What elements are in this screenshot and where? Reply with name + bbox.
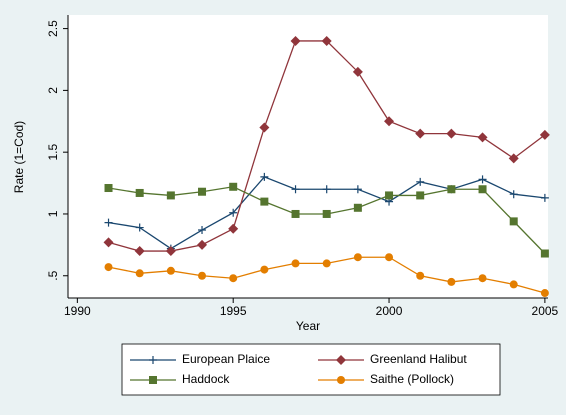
legend-marker bbox=[149, 356, 157, 364]
marker bbox=[198, 271, 207, 280]
marker bbox=[509, 217, 518, 226]
marker bbox=[198, 226, 207, 235]
marker bbox=[322, 259, 331, 268]
legend-label: Haddock bbox=[182, 372, 230, 386]
marker bbox=[229, 274, 238, 283]
marker bbox=[165, 246, 176, 257]
y-tick-label: 1.5 bbox=[46, 144, 60, 161]
marker bbox=[290, 35, 301, 46]
marker bbox=[229, 208, 238, 217]
x-tick-label: 1995 bbox=[220, 304, 247, 318]
y-tick-label: .5 bbox=[46, 270, 60, 280]
marker bbox=[447, 277, 456, 286]
marker bbox=[509, 190, 518, 199]
marker bbox=[260, 197, 269, 206]
marker bbox=[508, 153, 519, 164]
marker bbox=[260, 172, 269, 181]
marker bbox=[385, 253, 394, 262]
x-axis-label: Year bbox=[296, 319, 320, 333]
marker bbox=[540, 289, 549, 298]
marker bbox=[539, 129, 550, 140]
marker bbox=[260, 265, 269, 274]
marker bbox=[291, 185, 300, 194]
x-tick-label: 2005 bbox=[532, 304, 559, 318]
x-tick-label: 1990 bbox=[64, 304, 91, 318]
y-tick-label: 2 bbox=[46, 87, 60, 94]
legend-label: European Plaice bbox=[182, 352, 270, 366]
marker bbox=[447, 185, 456, 194]
marker bbox=[540, 193, 549, 202]
marker bbox=[103, 237, 114, 248]
y-tick-label: 1 bbox=[46, 210, 60, 217]
legend-marker bbox=[336, 355, 346, 365]
marker bbox=[353, 253, 362, 262]
marker bbox=[197, 239, 208, 250]
marker bbox=[135, 223, 144, 232]
marker bbox=[166, 191, 175, 200]
marker bbox=[291, 259, 300, 268]
marker bbox=[540, 249, 549, 258]
legend-marker bbox=[337, 376, 345, 384]
marker bbox=[353, 185, 362, 194]
legend-label: Saithe (Pollock) bbox=[370, 372, 454, 386]
marker bbox=[135, 269, 144, 278]
marker bbox=[415, 128, 426, 139]
y-axis-label: Rate (1=Cod) bbox=[12, 121, 26, 193]
marker bbox=[478, 175, 487, 184]
marker bbox=[384, 116, 395, 127]
marker bbox=[322, 209, 331, 218]
marker bbox=[352, 66, 363, 77]
marker bbox=[228, 223, 239, 234]
marker bbox=[478, 274, 487, 283]
marker bbox=[478, 185, 487, 194]
marker bbox=[135, 188, 144, 197]
legend-marker bbox=[149, 376, 157, 384]
marker bbox=[134, 246, 145, 257]
legend bbox=[121, 343, 501, 396]
marker bbox=[353, 203, 362, 212]
marker bbox=[416, 191, 425, 200]
marker bbox=[322, 185, 331, 194]
y-tick-label: 2.5 bbox=[46, 20, 60, 37]
marker bbox=[198, 187, 207, 196]
marker bbox=[416, 271, 425, 280]
marker bbox=[166, 266, 175, 275]
marker bbox=[229, 182, 238, 191]
marker bbox=[104, 263, 113, 272]
marker bbox=[259, 122, 270, 133]
marker bbox=[385, 191, 394, 200]
marker bbox=[291, 209, 300, 218]
marker bbox=[416, 177, 425, 186]
marker bbox=[509, 280, 518, 289]
marker bbox=[446, 128, 457, 139]
marker bbox=[104, 218, 113, 227]
legend-label: Greenland Halibut bbox=[370, 352, 467, 366]
x-tick-label: 2000 bbox=[376, 304, 403, 318]
marker bbox=[321, 35, 332, 46]
marker bbox=[477, 132, 488, 143]
marker bbox=[104, 184, 113, 193]
